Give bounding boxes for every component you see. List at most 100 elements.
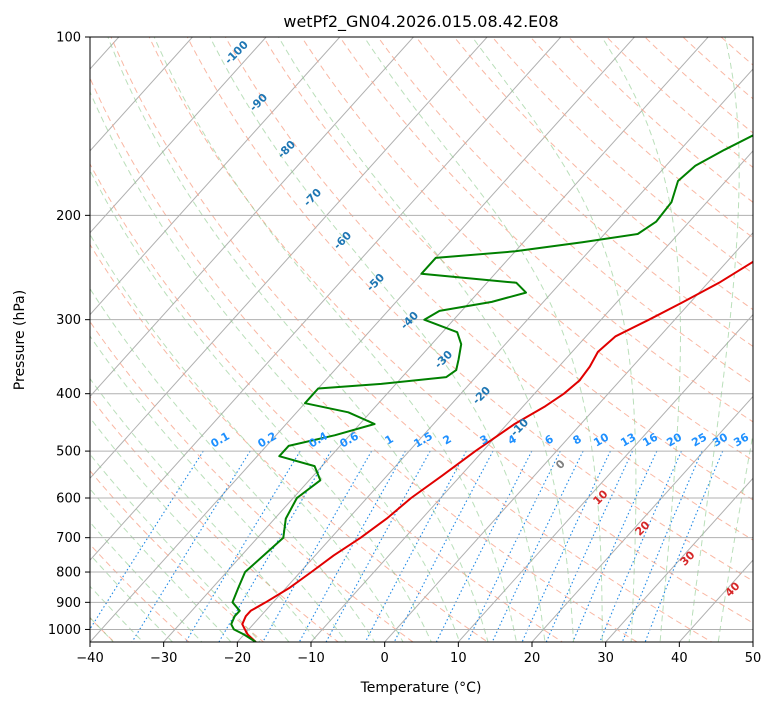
y-tick-label: 100 (56, 31, 81, 46)
series-line-2 (230, 134, 753, 642)
moist-adiabat-line (90, 453, 261, 642)
mixing-ratio-label: 0.2 (256, 429, 279, 450)
dry-adiabat-line (186, 37, 753, 582)
x-tick-label: −20 (224, 651, 251, 666)
mixing-ratio-label: 1.5 (412, 429, 435, 450)
pressure-gridlines (90, 37, 753, 630)
dry-adiabat-line (377, 37, 753, 385)
dry-adiabat-line (90, 77, 638, 642)
series-line-1 (241, 260, 753, 642)
dry-adiabat-line (90, 162, 564, 642)
dry-adiabat-label: -80 (275, 138, 298, 161)
x-tick-label: 0 (381, 651, 389, 666)
mixing-ratio-line (435, 450, 533, 642)
mixing-ratio-line (90, 450, 204, 630)
y-tick-label: 800 (56, 566, 81, 581)
dry-adiabat-label: -20 (470, 384, 493, 407)
mixing-ratio-line (466, 450, 561, 642)
chart-title: wetPf2_GN04.2026.015.08.42.E08 (283, 12, 558, 32)
y-tick-label: 900 (56, 596, 81, 611)
mixing-ratio-line (599, 450, 682, 642)
x-tick-label: 20 (524, 651, 541, 666)
dry-adiabat-label: -100 (222, 38, 251, 67)
dry-adiabat-line (90, 543, 190, 642)
mixing-ratio-label: 36 (731, 430, 751, 449)
moist-adiabat-line (107, 37, 489, 642)
moist-adiabat-line (90, 233, 404, 642)
dry-adiabat-lines (90, 24, 775, 654)
isotherm-line (90, 37, 636, 642)
x-axis-title: Temperature (°C) (360, 680, 482, 696)
dry-adiabat-line (744, 24, 775, 654)
mixing-ratio-label: 2 (441, 432, 454, 447)
y-tick-label: 400 (56, 387, 81, 402)
mixing-ratio-label: 1 (383, 432, 396, 447)
dry-adiabat-line (606, 37, 753, 169)
x-tick-label: 50 (745, 651, 762, 666)
mixing-ratio-line (393, 450, 494, 642)
dry-adiabat-line (529, 37, 753, 239)
mixing-ratio-label: 25 (689, 431, 709, 450)
mixing-ratio-label: 20 (664, 430, 684, 449)
isotherm-line (531, 395, 753, 642)
moist-adiabat-line (90, 335, 347, 642)
dry-adiabat-line (301, 37, 753, 462)
isotherm-line (457, 313, 753, 642)
background-line-labels: -100-90-80-70-60-50-40-30-20-10010203040… (209, 38, 752, 600)
moist-adiabat-label: 0 (553, 457, 568, 472)
isotherm-line (752, 641, 753, 642)
x-tick-label: −10 (297, 651, 324, 666)
plot-frame (89, 36, 754, 643)
mixing-ratio-line (185, 450, 301, 642)
mixing-ratio-line (262, 450, 373, 642)
moist-adiabat-lines (90, 37, 753, 642)
mixing-ratio-line (521, 450, 611, 642)
isotherm-line (90, 37, 488, 480)
isotherm-line (90, 37, 267, 234)
dry-adiabat-line (415, 37, 753, 348)
moist-adiabat-line (717, 431, 753, 642)
dry-adiabat-line (720, 37, 753, 66)
moist-adiabat-line (90, 169, 432, 642)
mixing-ratio-label: 0.1 (209, 429, 232, 450)
isotherm-line (310, 150, 753, 642)
isotherm-line (383, 231, 753, 642)
profile-series (230, 134, 753, 642)
mixing-ratio-line (298, 450, 406, 642)
dry-adiabat-label: -90 (247, 91, 270, 114)
y-tick-label: 500 (56, 445, 81, 460)
dry-adiabat-line (90, 243, 489, 642)
x-tick-label: 40 (671, 651, 688, 666)
isotherm-line (0, 24, 57, 654)
isotherm-line (90, 37, 194, 152)
plot-area: -100-90-80-70-60-50-40-30-20-10010203040… (0, 24, 775, 654)
isotherm-line (604, 477, 753, 642)
moist-adiabat-line (90, 521, 203, 642)
dry-adiabat-line (339, 37, 753, 423)
moist-adiabat-line (90, 377, 319, 642)
mixing-ratio-line (572, 450, 658, 642)
isotherm-line (236, 68, 753, 642)
y-tick-label: 200 (56, 209, 81, 224)
moist-adiabat-line (363, 37, 603, 642)
isotherm-line (162, 37, 709, 642)
dry-adiabat-line (90, 395, 339, 642)
moist-adiabat-label: 10 (591, 487, 611, 507)
mixing-ratio-label: 16 (640, 430, 660, 449)
mixing-ratio-line (325, 450, 431, 642)
isotherm-lines (0, 24, 753, 654)
x-tick-label: 10 (450, 651, 467, 666)
axes: −40 −30 −20 −10 0 10 20 30 40 5010020030040050060… (48, 31, 761, 667)
moist-adiabat-line (90, 90, 461, 642)
moist-adiabat-line (90, 287, 376, 642)
moist-adiabat-line (90, 416, 290, 642)
x-tick-label: −30 (150, 651, 177, 666)
y-tick-label: 1000 (48, 623, 81, 638)
dry-adiabat-line (110, 37, 713, 642)
dry-adiabat-line (90, 470, 265, 642)
moist-adiabat-line (688, 37, 740, 642)
x-tick-label: 30 (597, 651, 614, 666)
mixing-ratio-line (644, 450, 724, 642)
